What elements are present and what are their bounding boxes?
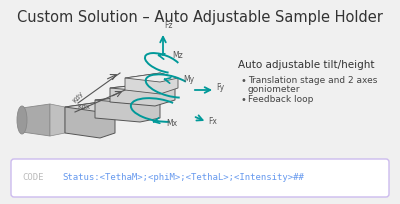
Text: Custom Solution – Auto Adjustable Sample Holder: Custom Solution – Auto Adjustable Sample… (17, 10, 383, 25)
FancyBboxPatch shape (11, 159, 389, 197)
Text: •: • (240, 76, 246, 86)
Text: Mz: Mz (172, 51, 183, 61)
Polygon shape (95, 96, 160, 104)
Text: Translation stage and 2 axes: Translation stage and 2 axes (248, 76, 377, 85)
Text: Feedback loop: Feedback loop (248, 95, 313, 104)
Polygon shape (110, 83, 175, 92)
Text: Auto adjustable tilt/height: Auto adjustable tilt/height (238, 60, 374, 70)
Text: Mx: Mx (166, 120, 177, 129)
Text: Fz: Fz (164, 21, 172, 30)
Polygon shape (110, 83, 175, 106)
Text: Status:<TethaM>;<phiM>;<TethaL>;<Intensity>##: Status:<TethaM>;<phiM>;<TethaL>;<Intensi… (62, 173, 304, 183)
Text: CODE: CODE (22, 173, 44, 183)
Polygon shape (125, 73, 178, 94)
Text: Fx: Fx (208, 116, 217, 125)
Text: Fy: Fy (216, 83, 224, 92)
Text: Kdx: Kdx (77, 104, 90, 110)
Text: •: • (240, 95, 246, 105)
Text: Kdy: Kdy (72, 90, 85, 104)
Polygon shape (65, 102, 115, 112)
Polygon shape (22, 104, 50, 136)
Text: My: My (183, 75, 194, 84)
Polygon shape (125, 73, 178, 82)
Polygon shape (95, 96, 160, 122)
Polygon shape (50, 104, 65, 136)
Polygon shape (65, 102, 115, 138)
Text: goniometer: goniometer (248, 85, 300, 94)
Ellipse shape (17, 106, 27, 134)
